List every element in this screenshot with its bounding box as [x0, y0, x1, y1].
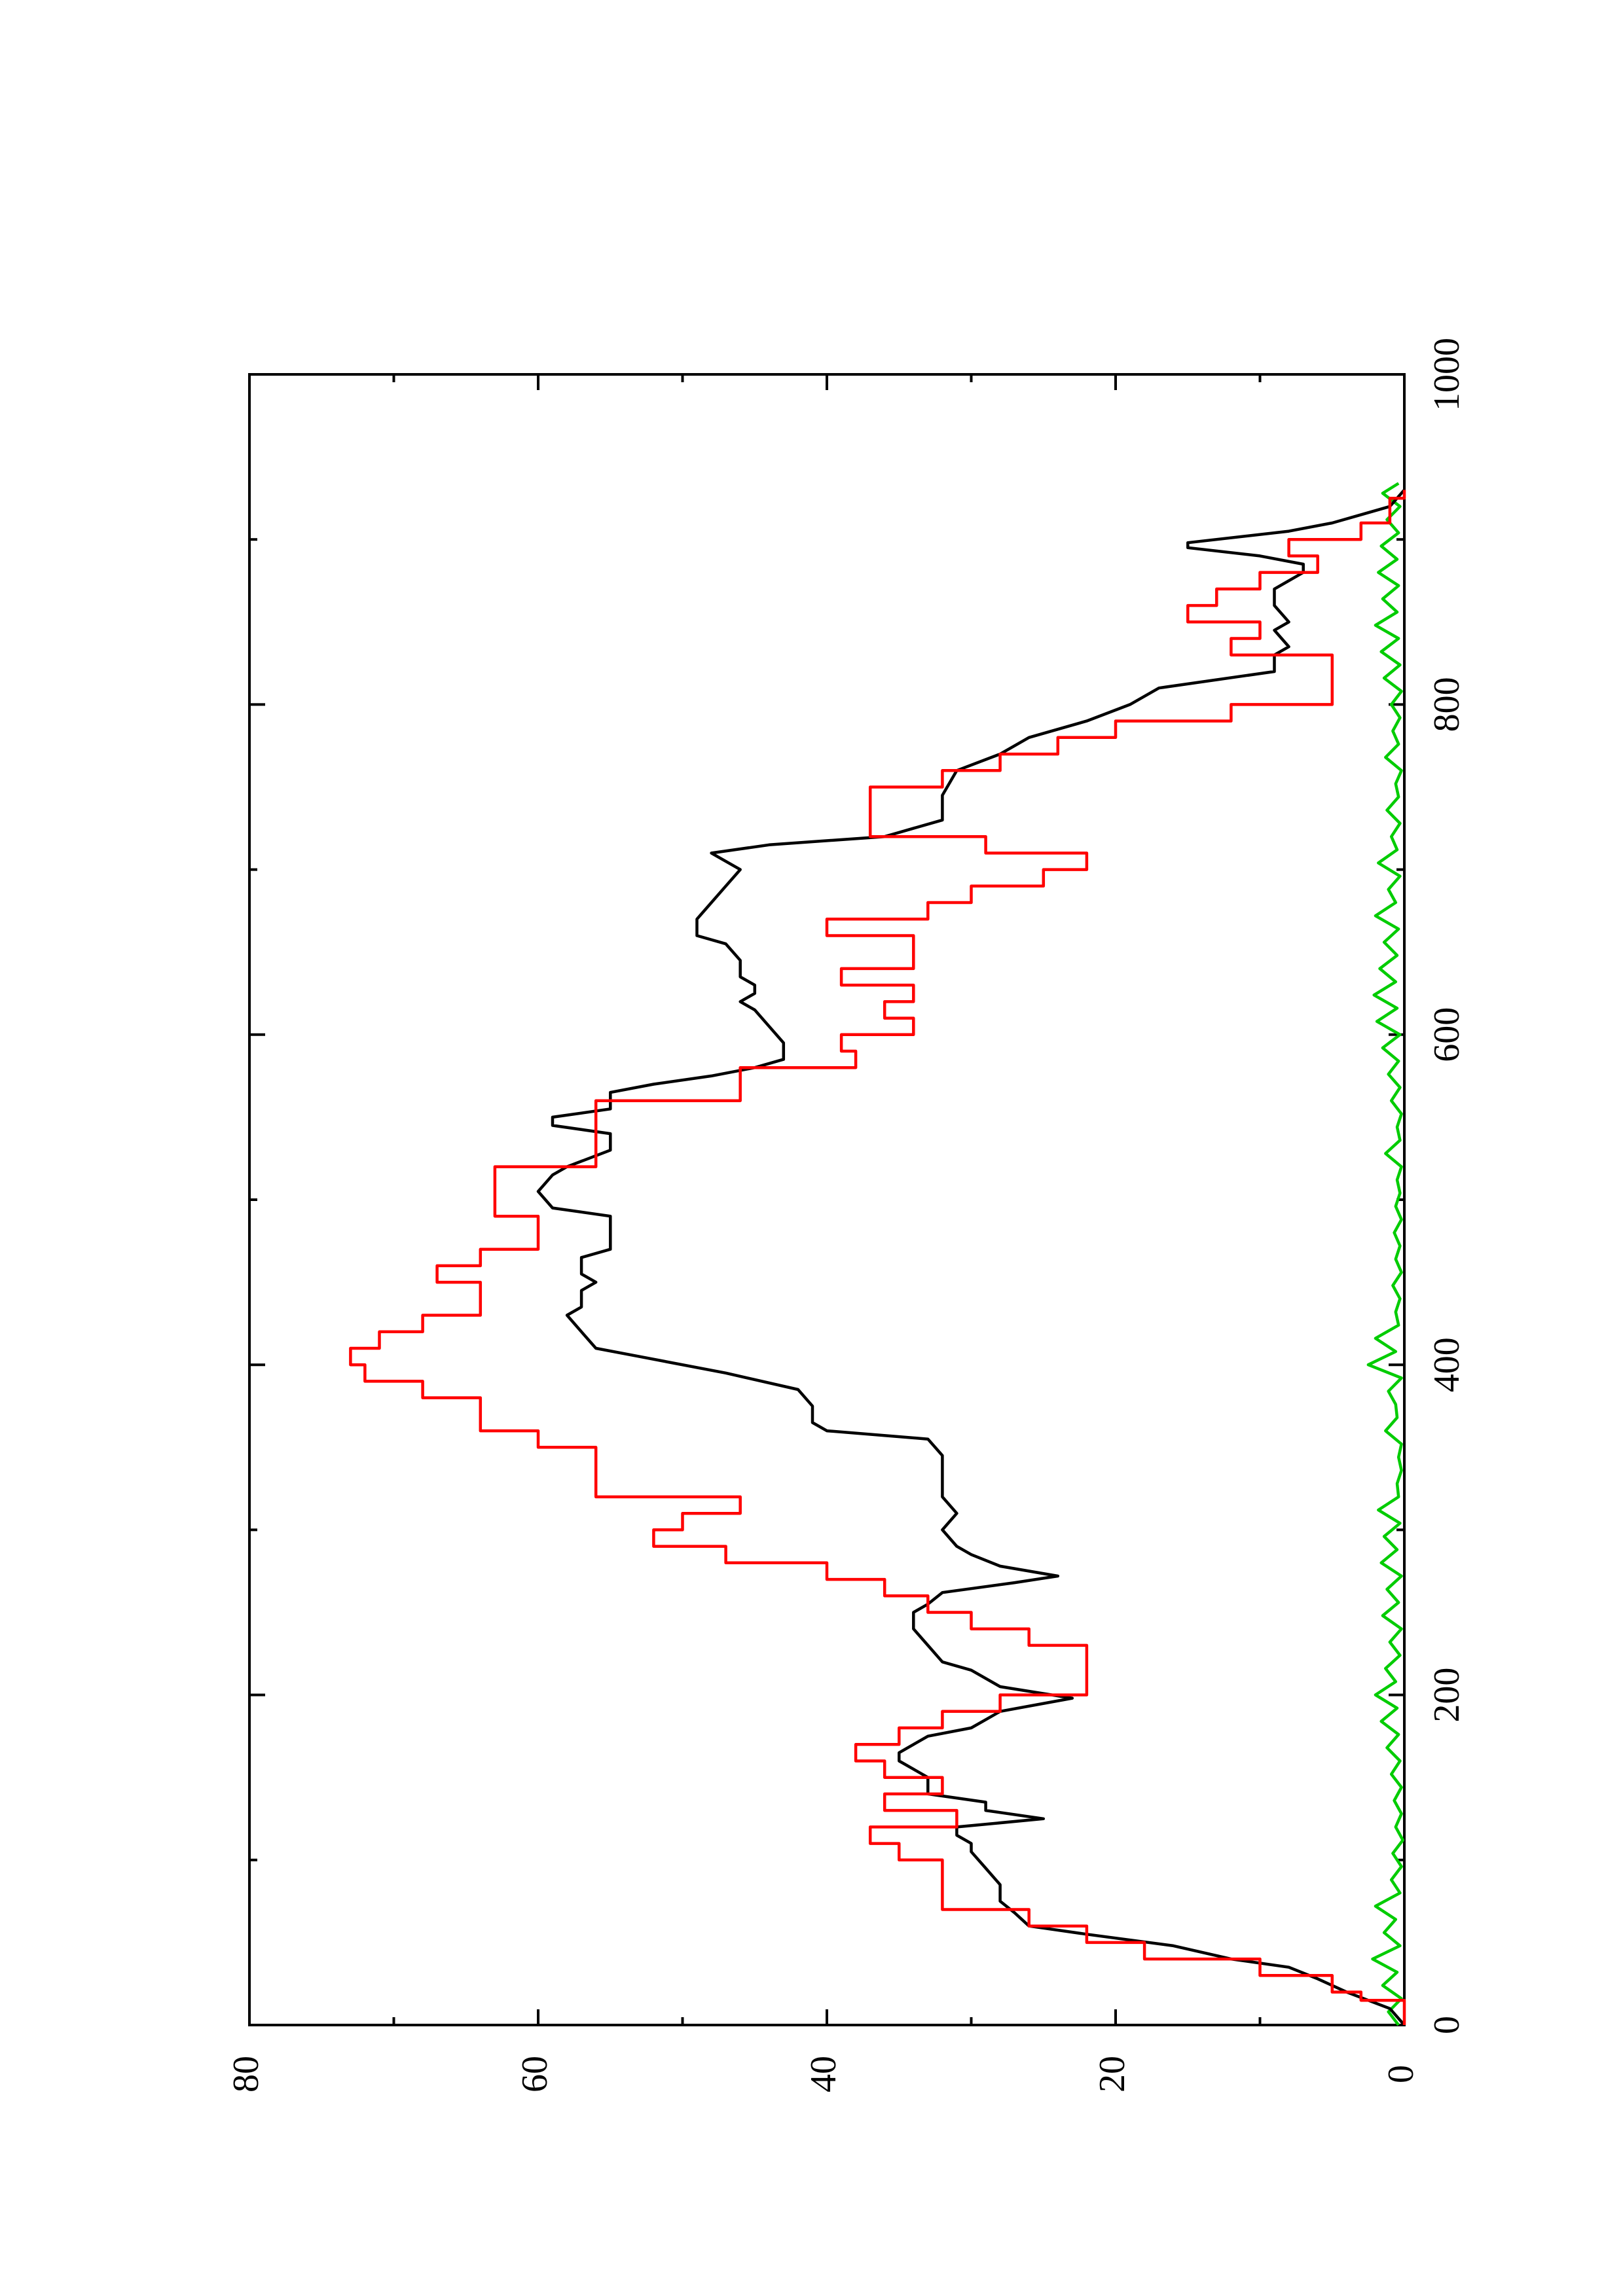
x-tick-label: 400: [1427, 1337, 1467, 1392]
x-tick-label: 600: [1427, 1007, 1467, 1062]
series-lines: [349, 482, 1406, 2026]
x-tick-label: 1000: [1427, 338, 1467, 411]
black-series-line: [536, 489, 1406, 2026]
y-tick-label: 80: [226, 2056, 266, 2092]
y-tick-label: 0: [1381, 2065, 1421, 2083]
y-tick-label: 40: [803, 2056, 844, 2092]
red-series-line: [349, 490, 1406, 2025]
green-series-line: [1366, 482, 1405, 2026]
y-tick-label: 60: [515, 2056, 555, 2092]
x-tick-label: 200: [1427, 1668, 1467, 1723]
y-tick-label: 20: [1092, 2056, 1133, 2092]
x-tick-label: 0: [1427, 2016, 1467, 2034]
axis-tick-labels: 0 200 400 600 800 1000 0 20 40 60 80: [226, 338, 1467, 2092]
x-tick-label: 800: [1427, 677, 1467, 732]
